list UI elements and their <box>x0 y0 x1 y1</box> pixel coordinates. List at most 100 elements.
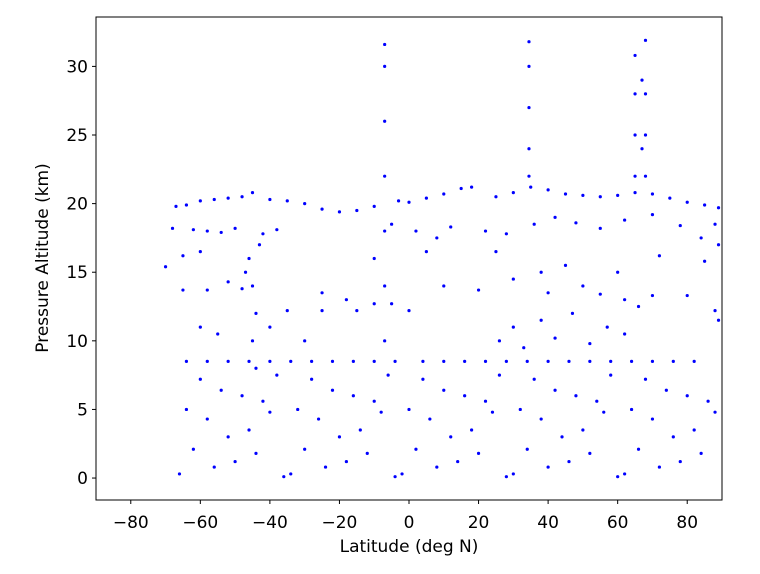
data-point <box>692 428 696 432</box>
y-tick-label: 5 <box>77 400 88 420</box>
data-point <box>532 222 536 226</box>
data-point <box>629 407 634 412</box>
data-point <box>494 195 498 199</box>
data-point <box>233 226 237 230</box>
data-point <box>254 311 258 315</box>
data-point <box>483 229 488 233</box>
data-point <box>699 451 703 455</box>
data-point <box>657 254 662 258</box>
data-point <box>174 204 178 208</box>
data-point <box>247 359 251 364</box>
data-point <box>320 291 324 295</box>
data-point <box>219 388 223 392</box>
x-tick-label: 20 <box>468 513 490 533</box>
data-point <box>358 428 362 432</box>
data-point <box>539 270 543 274</box>
data-point <box>636 447 641 451</box>
data-point <box>678 223 682 228</box>
data-point <box>588 359 592 364</box>
data-point <box>247 256 251 261</box>
data-point <box>527 147 531 151</box>
data-point <box>581 193 585 197</box>
data-point <box>390 222 394 226</box>
data-point <box>525 359 529 364</box>
data-point <box>261 232 265 236</box>
data-point <box>449 225 453 229</box>
data-point <box>598 226 602 230</box>
data-point <box>310 359 314 364</box>
data-point <box>428 417 432 421</box>
data-point <box>268 359 272 364</box>
data-point <box>664 388 668 392</box>
data-point <box>685 200 689 204</box>
data-point <box>396 199 401 203</box>
data-point <box>463 394 467 398</box>
data-point <box>532 377 536 381</box>
data-point <box>393 359 397 364</box>
data-point <box>212 197 216 202</box>
data-point <box>344 459 348 464</box>
data-point <box>640 78 644 82</box>
data-point <box>344 298 348 302</box>
data-point <box>393 475 397 479</box>
y-tick-label: 25 <box>66 126 88 146</box>
data-point <box>605 325 609 329</box>
data-point <box>226 280 230 284</box>
data-point <box>716 243 721 247</box>
data-point <box>476 288 481 292</box>
data-point <box>671 435 675 439</box>
data-point <box>497 339 502 343</box>
data-point <box>240 287 244 291</box>
data-point <box>226 196 230 200</box>
data-point <box>525 447 529 451</box>
data-point <box>337 435 342 439</box>
data-point <box>421 377 425 381</box>
data-point <box>233 459 237 464</box>
data-point <box>546 359 550 364</box>
data-point <box>254 451 258 455</box>
data-point <box>456 459 460 464</box>
data-point <box>198 325 202 329</box>
data-point <box>243 270 248 274</box>
data-point <box>616 193 620 197</box>
data-point <box>560 435 564 439</box>
data-point <box>713 309 717 313</box>
y-tick-label: 0 <box>77 469 88 489</box>
data-point <box>212 465 216 469</box>
x-axis-label: Latitude (deg N) <box>340 537 479 557</box>
data-point <box>609 359 613 364</box>
data-point <box>240 394 244 398</box>
data-point <box>407 407 411 412</box>
data-point <box>633 53 637 58</box>
data-point <box>383 229 387 233</box>
data-point <box>372 204 376 208</box>
data-point <box>643 92 648 96</box>
data-point <box>685 293 689 298</box>
data-point <box>633 191 637 195</box>
x-tick-label: −20 <box>321 513 357 533</box>
data-point <box>449 435 453 439</box>
data-point <box>678 459 682 464</box>
y-tick-label: 20 <box>66 195 88 215</box>
data-point <box>546 291 550 295</box>
data-point <box>424 250 428 254</box>
data-point <box>713 410 717 414</box>
data-point <box>442 359 446 364</box>
data-point <box>713 222 717 226</box>
data-point <box>633 133 637 137</box>
data-point <box>570 311 575 315</box>
data-point <box>623 298 627 302</box>
data-point <box>205 417 209 421</box>
data-point <box>250 191 255 195</box>
data-point <box>337 210 342 214</box>
data-point <box>703 203 707 207</box>
data-point <box>240 195 244 199</box>
data-point <box>289 472 293 476</box>
data-point <box>490 410 495 414</box>
data-point <box>716 318 721 322</box>
data-point <box>650 359 655 364</box>
x-tick-label: −40 <box>252 513 288 533</box>
data-point <box>567 359 571 364</box>
data-point <box>303 202 307 206</box>
data-point <box>527 64 531 68</box>
